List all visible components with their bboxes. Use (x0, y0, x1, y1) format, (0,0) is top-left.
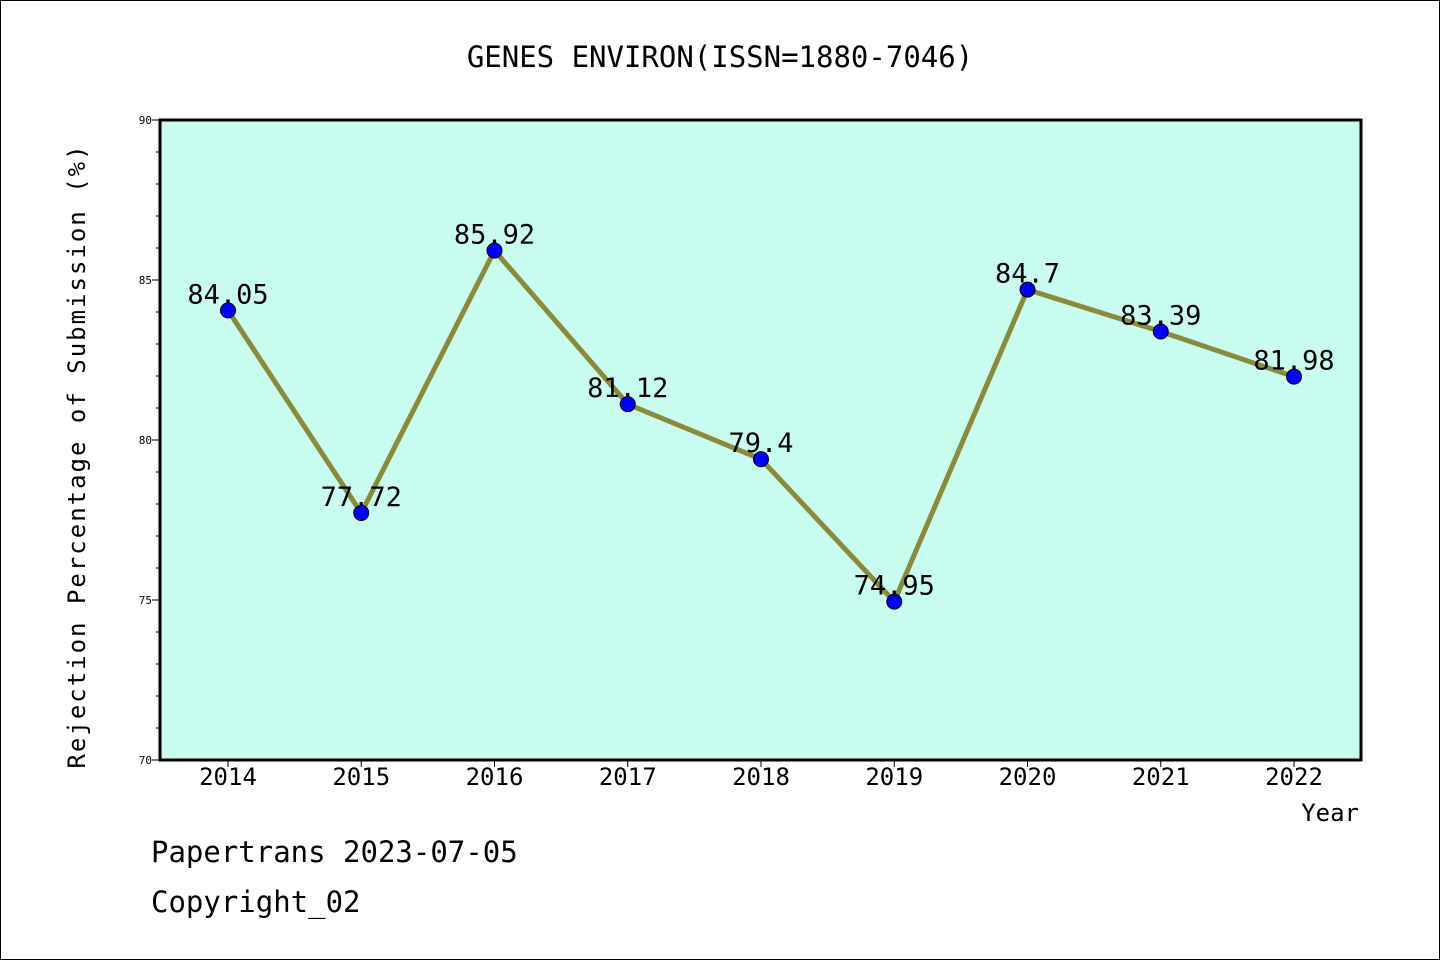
y-tick-label: 90 (139, 114, 152, 127)
data-point (220, 302, 236, 319)
data-point (753, 451, 769, 468)
footer-copyright: Copyright_02 (151, 885, 361, 919)
y-tick-label: 85 (139, 274, 152, 287)
y-tick-label: 80 (139, 434, 152, 447)
x-tick-label: 2016 (466, 763, 524, 791)
x-tick-label: 2020 (999, 763, 1057, 791)
data-label: 81.98 (1253, 346, 1334, 377)
data-label: 79.4 (728, 428, 793, 459)
data-label: 81.12 (587, 373, 668, 404)
data-point (619, 396, 636, 413)
x-tick-label: 2018 (732, 763, 790, 791)
x-tick-label: 2021 (1132, 763, 1190, 791)
data-label: 85.92 (454, 220, 535, 251)
x-axis-label: Year (1301, 799, 1359, 827)
data-point (1152, 323, 1169, 340)
data-label: 77.72 (321, 482, 402, 513)
x-tick-label: 2014 (199, 763, 257, 791)
y-tick-label: 70 (139, 754, 152, 767)
x-axis: 2014 2015 2016 2017 2018 2019 2020 2021 2022 (199, 760, 1323, 791)
x-tick-label: 2017 (599, 763, 657, 791)
data-markers (220, 242, 1302, 610)
data-point (1019, 281, 1036, 298)
y-axis: 70 75 80 85 90 (139, 114, 160, 767)
data-label: 74.95 (854, 571, 935, 602)
x-tick-label: 2022 (1265, 763, 1323, 791)
y-axis-label: Rejection Percentage of Submission (%) (63, 143, 91, 768)
data-label: 84.7 (995, 259, 1060, 290)
y-tick-label: 75 (139, 594, 152, 607)
x-tick-label: 2019 (865, 763, 923, 791)
data-point (886, 593, 903, 610)
data-labels: 84.05 77.72 85.92 81.12 79.4 74.95 84.7 83.39 81… (187, 220, 1334, 602)
data-label: 84.05 (187, 279, 268, 310)
data-point (486, 242, 503, 259)
footer-date: Papertrans 2023-07-05 (151, 835, 518, 869)
data-point (353, 504, 370, 521)
data-label: 83.39 (1120, 301, 1201, 332)
plot-area (158, 118, 1363, 762)
chart-title: GENES ENVIRON(ISSN=1880-7046) (467, 40, 973, 74)
x-tick-label: 2015 (332, 763, 390, 791)
data-point (1286, 368, 1302, 385)
